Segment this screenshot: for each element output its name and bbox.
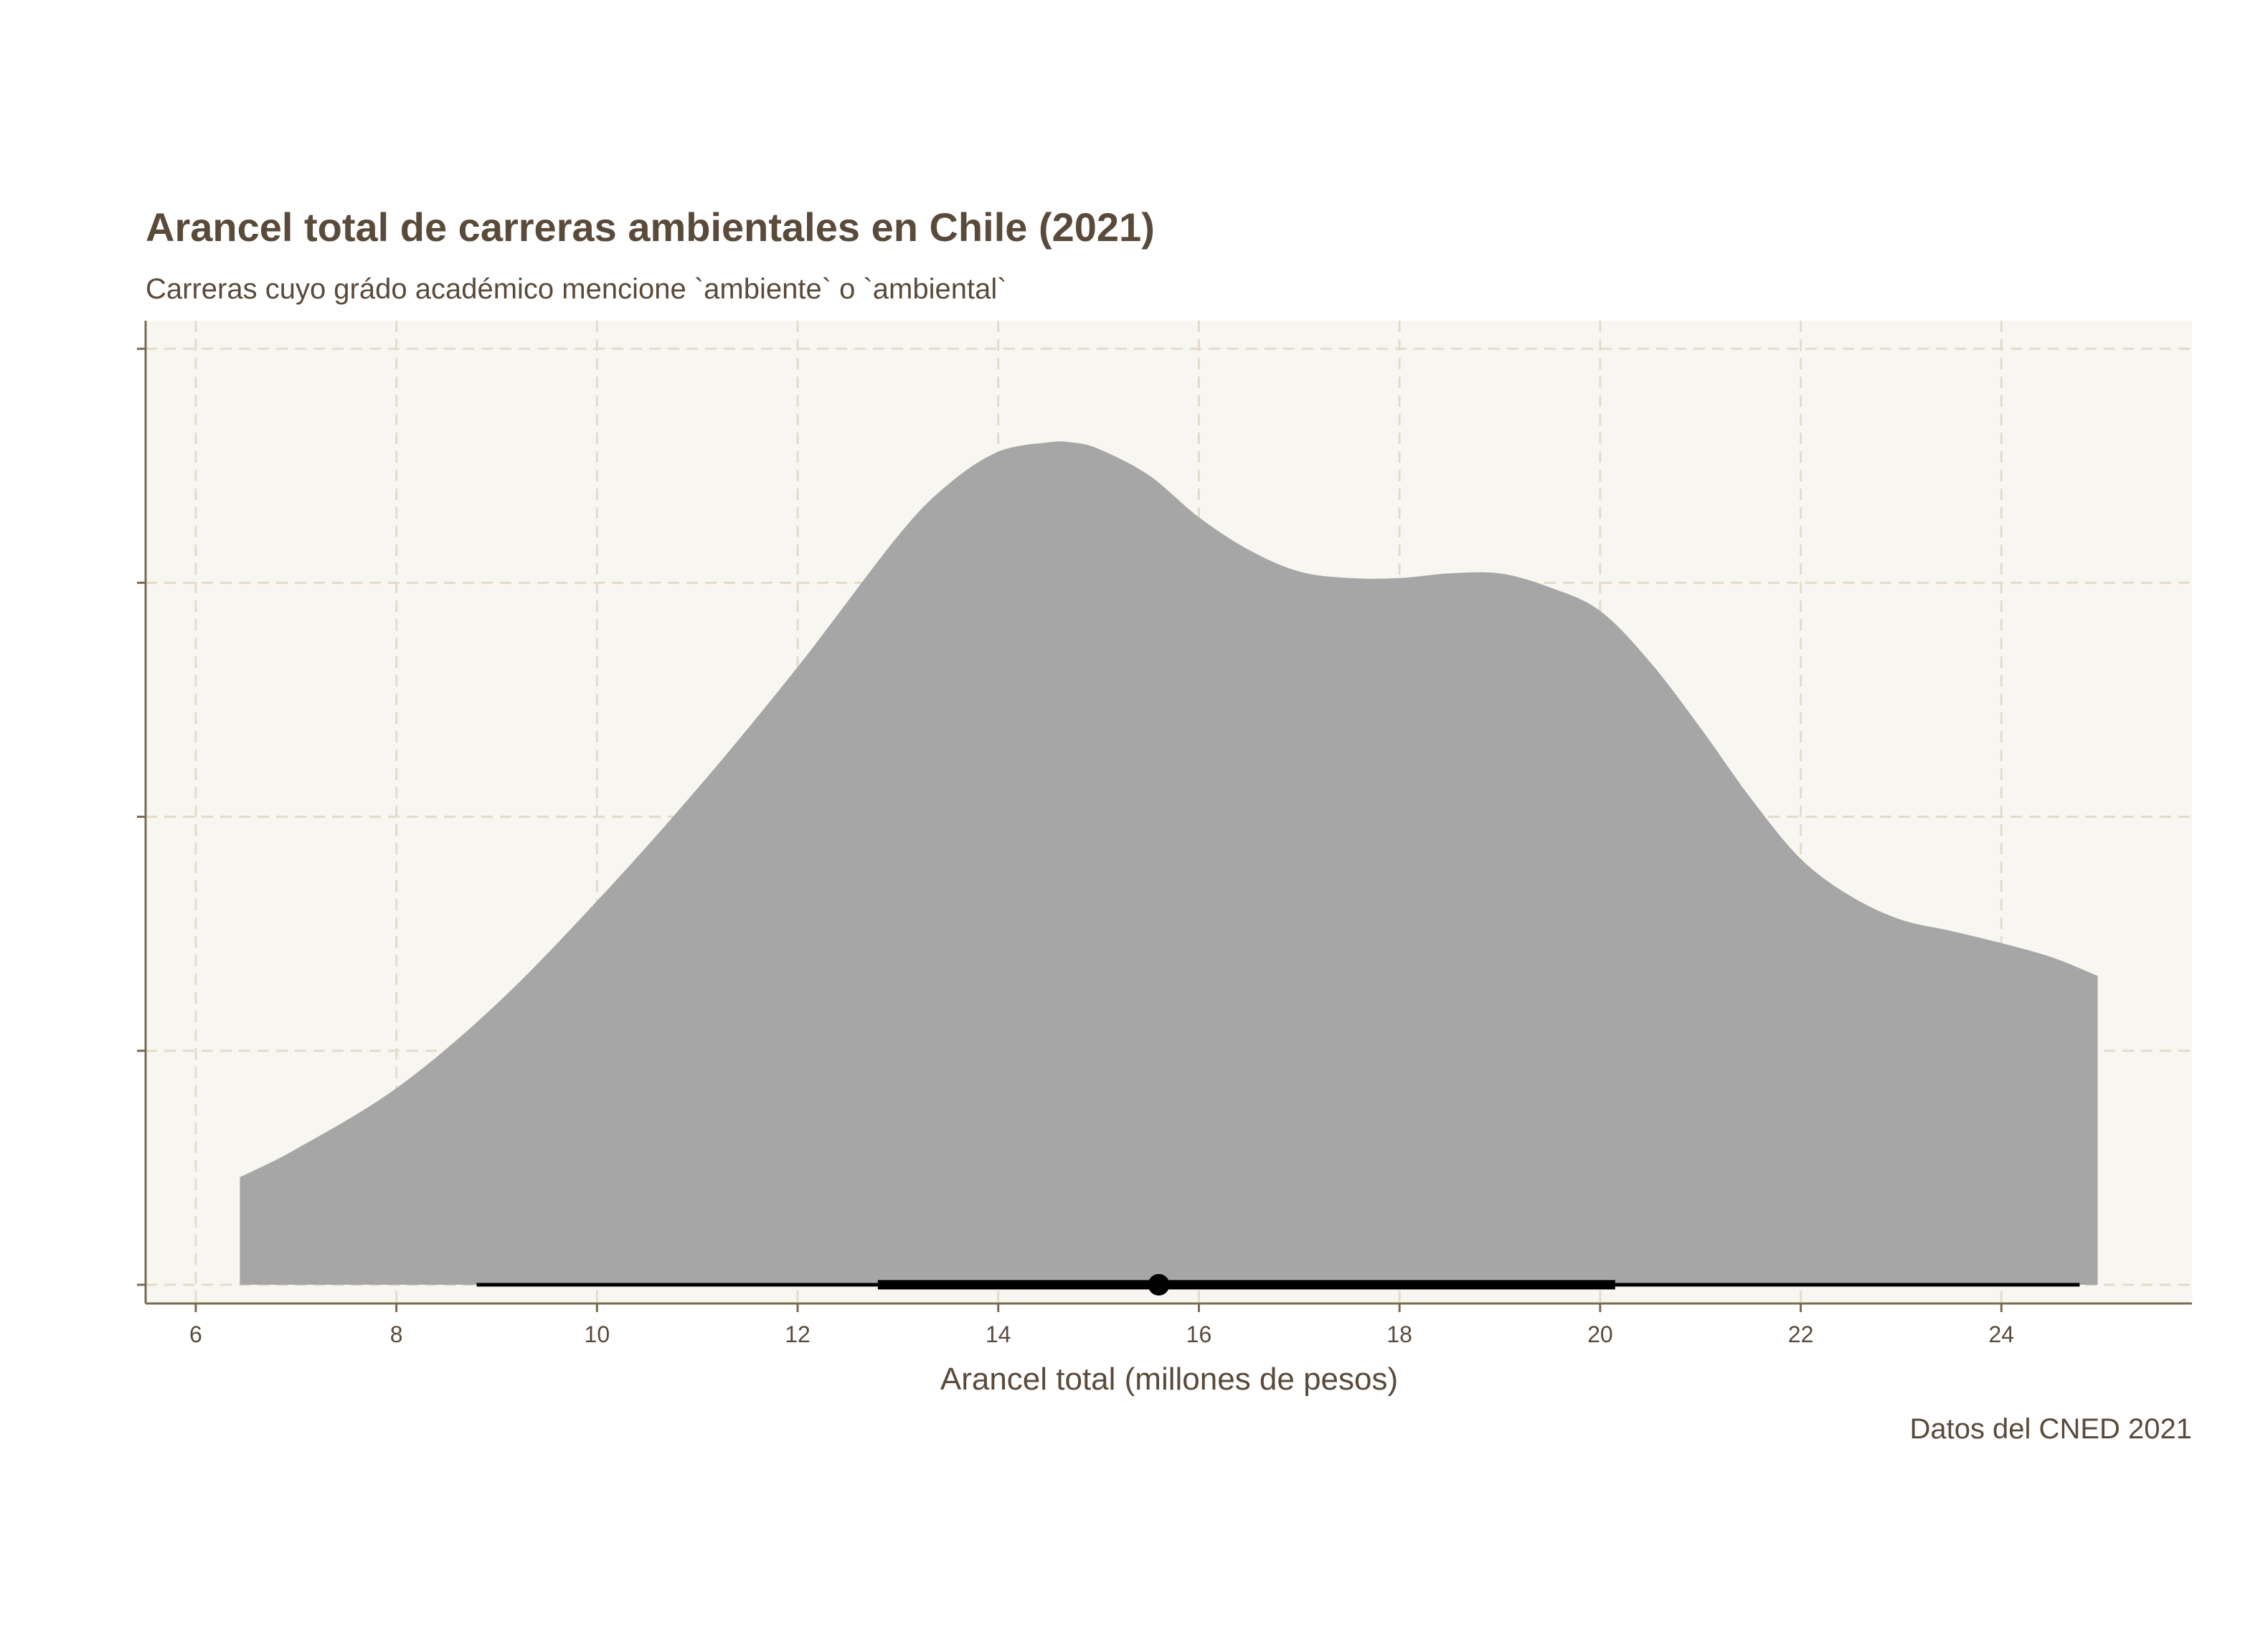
density-area: [240, 441, 2098, 1285]
density-layer: [240, 441, 2098, 1285]
x-tick-label-22: 22: [1788, 1321, 1814, 1347]
x-tick-label-6: 6: [189, 1321, 202, 1347]
x-tick-label-12: 12: [785, 1321, 811, 1347]
chart-title: Arancel total de carreras ambientales en…: [146, 204, 1155, 250]
x-tick-label-18: 18: [1386, 1321, 1412, 1347]
x-axis-title: Arancel total (millones de pesos): [940, 1362, 1398, 1397]
x-tick-label-10: 10: [585, 1321, 610, 1347]
x-tick-label-8: 8: [390, 1321, 403, 1347]
chart-caption: Datos del CNED 2021: [1909, 1413, 2192, 1445]
x-tick-labels: 6 8 10 12 14 16 18 20 22 24: [189, 1321, 2014, 1347]
chart-subtitle: Carreras cuyo grádo académico mencione `…: [146, 273, 1007, 305]
axes: [137, 321, 2192, 1312]
x-tick-label-24: 24: [1988, 1321, 2014, 1347]
x-tick-label-14: 14: [986, 1321, 1011, 1347]
median-point: [1148, 1273, 1170, 1296]
x-tick-label-16: 16: [1186, 1321, 1212, 1347]
interval-layer: [476, 1273, 2080, 1296]
x-tick-label-20: 20: [1587, 1321, 1613, 1347]
